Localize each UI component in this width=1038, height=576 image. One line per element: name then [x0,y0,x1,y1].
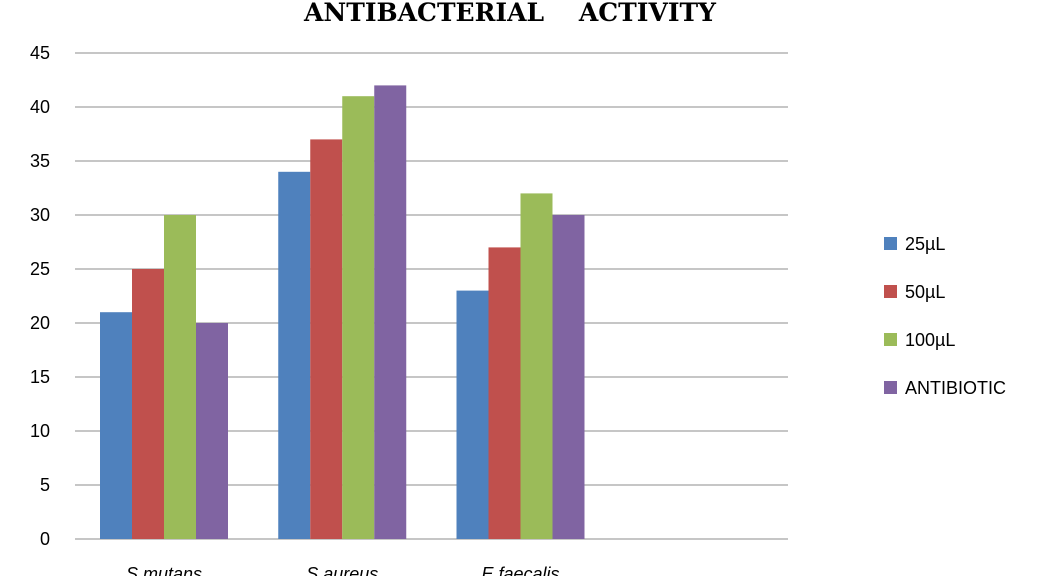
bar-0-3 [196,323,228,539]
y-tick-label: 0 [40,529,50,549]
legend-label: ANTIBIOTIC [905,378,1006,398]
bar-1-0 [278,171,311,540]
bars [100,85,585,540]
y-tick-label: 35 [30,151,50,171]
y-tick-label: 20 [30,313,50,333]
x-category-label: S.aureus [306,564,378,576]
x-category-label: E.faecalis [481,564,559,576]
bar-1-1 [310,139,343,539]
y-tick-label: 5 [40,475,50,495]
legend-swatch-1 [884,285,897,298]
bar-1-2 [342,96,375,539]
bar-2-2 [520,193,553,539]
legend-label: 50µL [905,282,945,302]
y-tick-label: 45 [30,43,50,63]
bar-0-1 [132,269,164,539]
legend: 25µL 50µL 100µL ANTIBIOTIC [884,234,1006,398]
x-axis-categories: S.mutans S.aureus E.faecalis [126,564,560,576]
legend-swatch-2 [884,333,897,346]
y-tick-label: 10 [30,421,50,441]
y-axis-ticks: 0 5 10 15 20 25 30 35 40 45 [30,43,50,549]
bar-0-2 [164,215,196,539]
y-tick-label: 25 [30,259,50,279]
legend-label: 25µL [905,234,945,254]
bar-2-3 [552,215,585,539]
y-tick-label: 15 [30,367,50,387]
bar-0-0 [100,312,132,539]
y-tick-label: 40 [30,97,50,117]
bar-1-3 [374,85,407,540]
bar-2-1 [488,247,521,539]
legend-label: 100µL [905,330,955,350]
chart-title: ANTIBACTERIAL ACTIVITY [303,0,717,27]
bar-2-0 [456,290,489,539]
legend-swatch-0 [884,237,897,250]
x-category-label: S.mutans [126,564,202,576]
y-tick-label: 30 [30,205,50,225]
legend-swatch-3 [884,381,897,394]
